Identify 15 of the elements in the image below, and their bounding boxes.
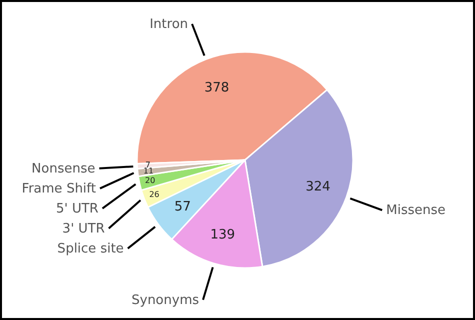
slice-label: Synonyms [132, 292, 200, 308]
slice-label: 3' UTR [62, 221, 105, 236]
slice-label: Nonsense [32, 161, 96, 176]
slice-label: Frame Shift [22, 181, 96, 196]
data-label: 20 [145, 176, 156, 185]
data-label: 11 [143, 166, 154, 176]
slice-label: 5' UTR [56, 201, 98, 216]
slice-label: Missense [386, 203, 446, 218]
data-label: 26 [149, 190, 160, 199]
slice-label: Splice site [57, 241, 124, 256]
data-label: 139 [210, 227, 236, 242]
data-label: 324 [306, 180, 330, 195]
data-label: 57 [174, 199, 191, 214]
slice-label: Intron [150, 16, 188, 32]
data-label: 378 [204, 80, 230, 96]
